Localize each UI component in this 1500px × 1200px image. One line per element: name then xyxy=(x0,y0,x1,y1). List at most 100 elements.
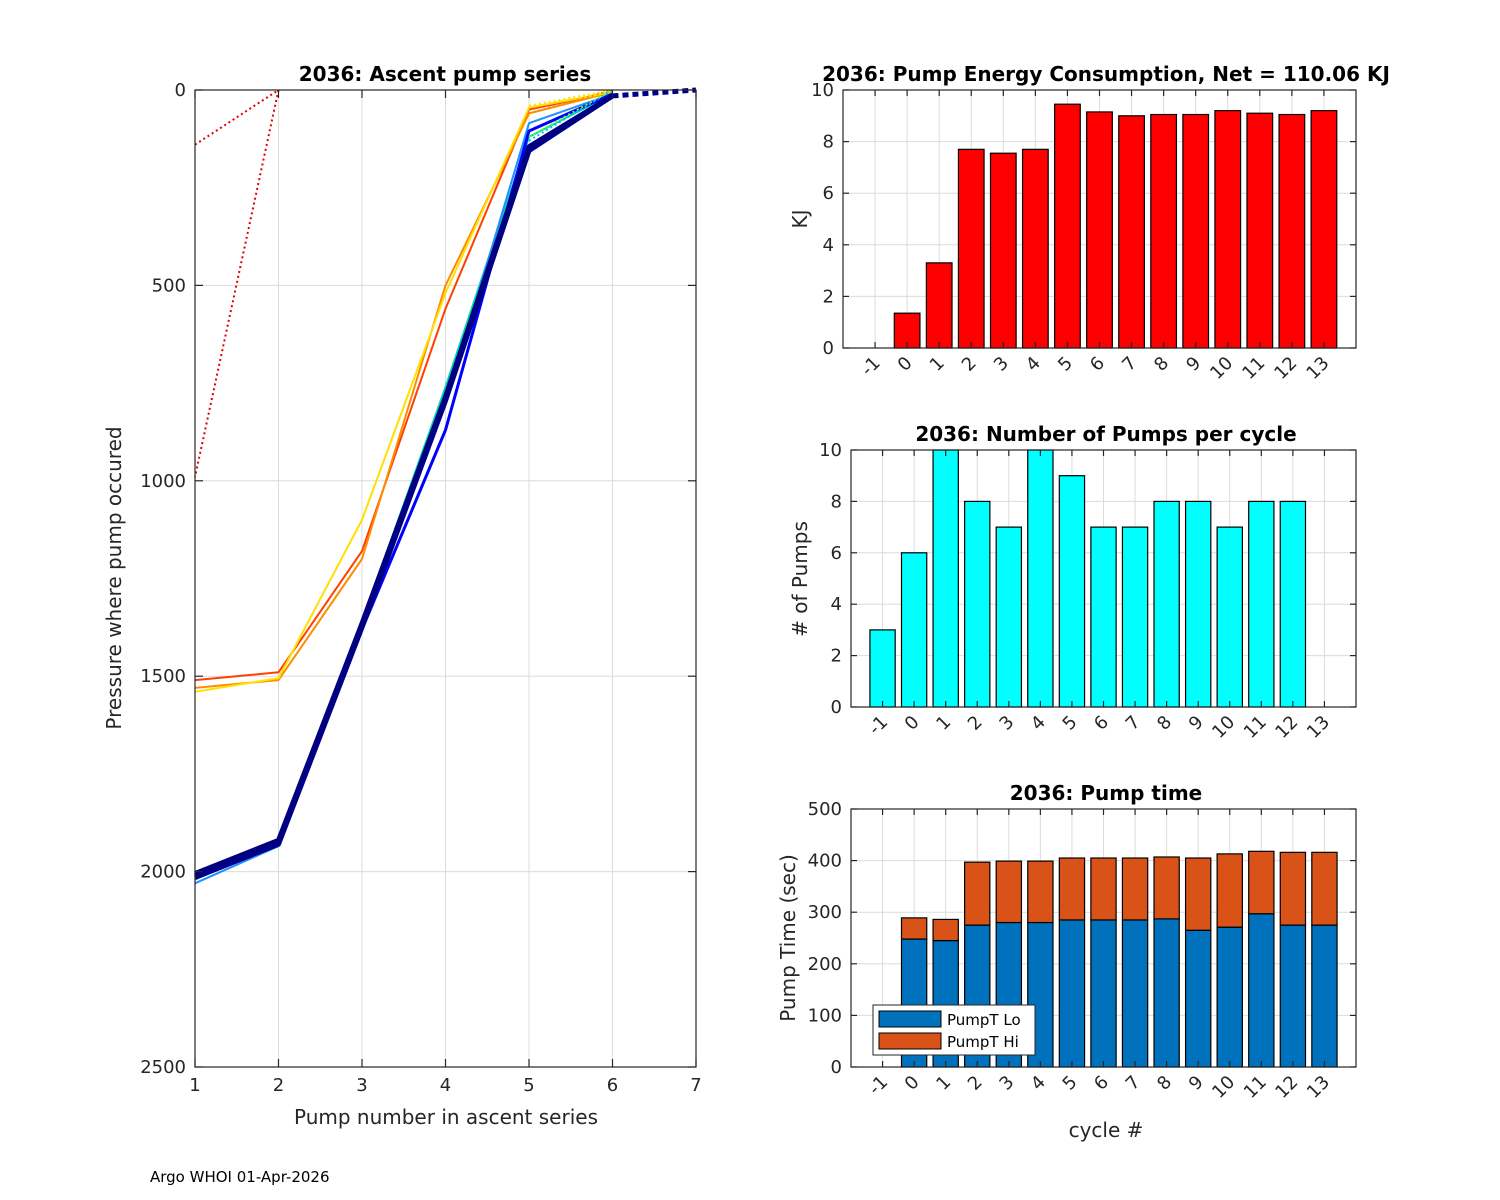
energy-bars xyxy=(893,103,1338,349)
pumptime-bar-hi xyxy=(1311,851,1338,926)
pumps-bar xyxy=(1153,500,1180,708)
ascent-series-line xyxy=(528,89,613,107)
pumptime-ylabel: Pump Time (sec) xyxy=(776,854,800,1022)
pumptime-bar-hi xyxy=(1248,850,1275,915)
pumptime-bar-lo xyxy=(1058,919,1086,1068)
pumptime-bar-hi xyxy=(1121,857,1149,921)
energy-bar xyxy=(1182,113,1210,349)
pumps-bar xyxy=(1184,500,1212,708)
pumptime-bar-hi xyxy=(1090,857,1117,921)
energy-bar xyxy=(1086,111,1113,349)
ascent-ylabel: Pressure where pump occured xyxy=(102,426,126,729)
pumptime-bar-hi xyxy=(1058,857,1086,921)
ascent-ytick-label: 1500 xyxy=(140,666,186,687)
pumptime-bar-lo xyxy=(1153,918,1180,1068)
pumptime-bar-hi xyxy=(1216,853,1243,928)
pumptime-title: 2036: Pump time xyxy=(1010,781,1202,805)
footer-text: Argo WHOI 01-Apr-2026 xyxy=(150,1168,330,1186)
ascent-xlabel: Pump number in ascent series xyxy=(294,1105,598,1129)
pumptime-ytick-label: 100 xyxy=(808,1005,842,1026)
pumptime-bar-lo xyxy=(1279,924,1307,1068)
legend-swatch-hi xyxy=(878,1032,942,1050)
ascent-plot: 1 2 3 4 5 6 7 0 500 1000 1500 2000 2500 2036: Ascent… xyxy=(102,62,702,1129)
ascent-xtick-label: 4 xyxy=(440,1075,451,1096)
ascent-xtick-label: 5 xyxy=(523,1075,534,1096)
pumps-title: 2036: Number of Pumps per cycle xyxy=(915,422,1296,446)
ascent-series-lines xyxy=(194,87,697,885)
pumps-bar xyxy=(1216,526,1243,708)
pumps-bar xyxy=(1027,449,1054,708)
ascent-xtick-label: 1 xyxy=(189,1075,200,1096)
ascent-xtick-label: 2 xyxy=(273,1075,284,1096)
legend-label-lo: PumpT Lo xyxy=(947,1011,1021,1029)
ascent-series-line xyxy=(528,89,614,142)
pumptime-bar-lo xyxy=(1216,926,1243,1068)
pumps-bar xyxy=(1090,526,1117,708)
pumps-bar xyxy=(932,449,959,708)
pumptime-bar-lo xyxy=(1121,919,1149,1068)
energy-ylabel: KJ xyxy=(788,209,812,228)
pumptime-bar-hi xyxy=(900,917,928,940)
energy-bar xyxy=(1118,115,1145,349)
energy-bar xyxy=(1246,112,1274,349)
pumptime-xlabel: cycle # xyxy=(1069,1118,1144,1142)
pumps-bar xyxy=(869,629,896,708)
energy-ytick-label: 8 xyxy=(823,132,834,153)
pumptime-ytick-label: 0 xyxy=(831,1057,842,1078)
pumptime-ytick-label: 200 xyxy=(808,954,842,975)
pumps-ytick-label: 0 xyxy=(831,697,842,718)
pumptime-bar-hi xyxy=(964,861,991,926)
pumps-bar xyxy=(900,552,928,708)
pumps-bar xyxy=(995,526,1023,708)
energy-bar xyxy=(1310,110,1338,349)
ascent-ytick-label: 500 xyxy=(152,275,186,296)
energy-title: 2036: Pump Energy Consumption, Net = 110… xyxy=(822,62,1390,86)
pumps-ylabel: # of Pumps xyxy=(788,521,812,637)
pumptime-bar-lo xyxy=(1184,929,1212,1068)
pumps-ytick-label: 10 xyxy=(819,440,842,461)
ascent-series-line xyxy=(194,91,613,682)
pumps-bar xyxy=(964,500,991,708)
legend-label-hi: PumpT Hi xyxy=(947,1033,1019,1051)
energy-ytick-label: 2 xyxy=(823,286,834,307)
energy-bar xyxy=(1054,103,1081,349)
pumps-bars xyxy=(869,449,1307,708)
pumps-bar xyxy=(1058,475,1086,708)
energy-bar xyxy=(1021,148,1049,349)
ascent-ytick-label: 1000 xyxy=(140,471,186,492)
pumps-ytick-label: 8 xyxy=(831,491,842,512)
ascent-xtick-label: 7 xyxy=(690,1075,701,1096)
ascent-series-line xyxy=(194,93,614,876)
ascent-ytick-label: 0 xyxy=(175,80,186,101)
pumps-ytick-label: 2 xyxy=(831,646,842,667)
ascent-title: 2036: Ascent pump series xyxy=(299,62,592,86)
ascent-ytick-label: 2000 xyxy=(140,862,186,883)
energy-bar xyxy=(989,152,1017,349)
energy-ytick-label: 10 xyxy=(811,80,834,101)
pumptime-legend: PumpT Lo PumpT Hi xyxy=(872,1004,1036,1056)
energy-bar xyxy=(1278,113,1306,349)
ascent-xtick-label: 6 xyxy=(607,1075,618,1096)
pumptime-bar-hi xyxy=(1184,857,1212,931)
pumptime-bar-hi xyxy=(932,918,959,942)
pumptime-bar-hi xyxy=(1027,860,1054,924)
pumptime-bar-lo xyxy=(1090,919,1117,1068)
energy-ytick-label: 0 xyxy=(823,338,834,359)
ascent-ticks: 1 2 3 4 5 6 7 0 500 1000 1500 2000 2500 xyxy=(140,80,702,1096)
pumptime-bar-hi xyxy=(1279,851,1307,926)
energy-bar xyxy=(925,262,953,349)
pumptime-ytick-label: 400 xyxy=(808,851,842,872)
ascent-xtick-label: 3 xyxy=(356,1075,367,1096)
ascent-series-line xyxy=(612,87,697,99)
pumptime-ytick-label: 300 xyxy=(808,902,842,923)
pumps-bar xyxy=(1279,500,1307,708)
pumptime-bar-lo xyxy=(1311,924,1338,1068)
energy-bar xyxy=(1214,110,1242,349)
energy-ytick-label: 4 xyxy=(823,235,834,256)
ascent-ytick-label: 2500 xyxy=(140,1057,186,1078)
pumptime-bar-hi xyxy=(1153,856,1180,920)
